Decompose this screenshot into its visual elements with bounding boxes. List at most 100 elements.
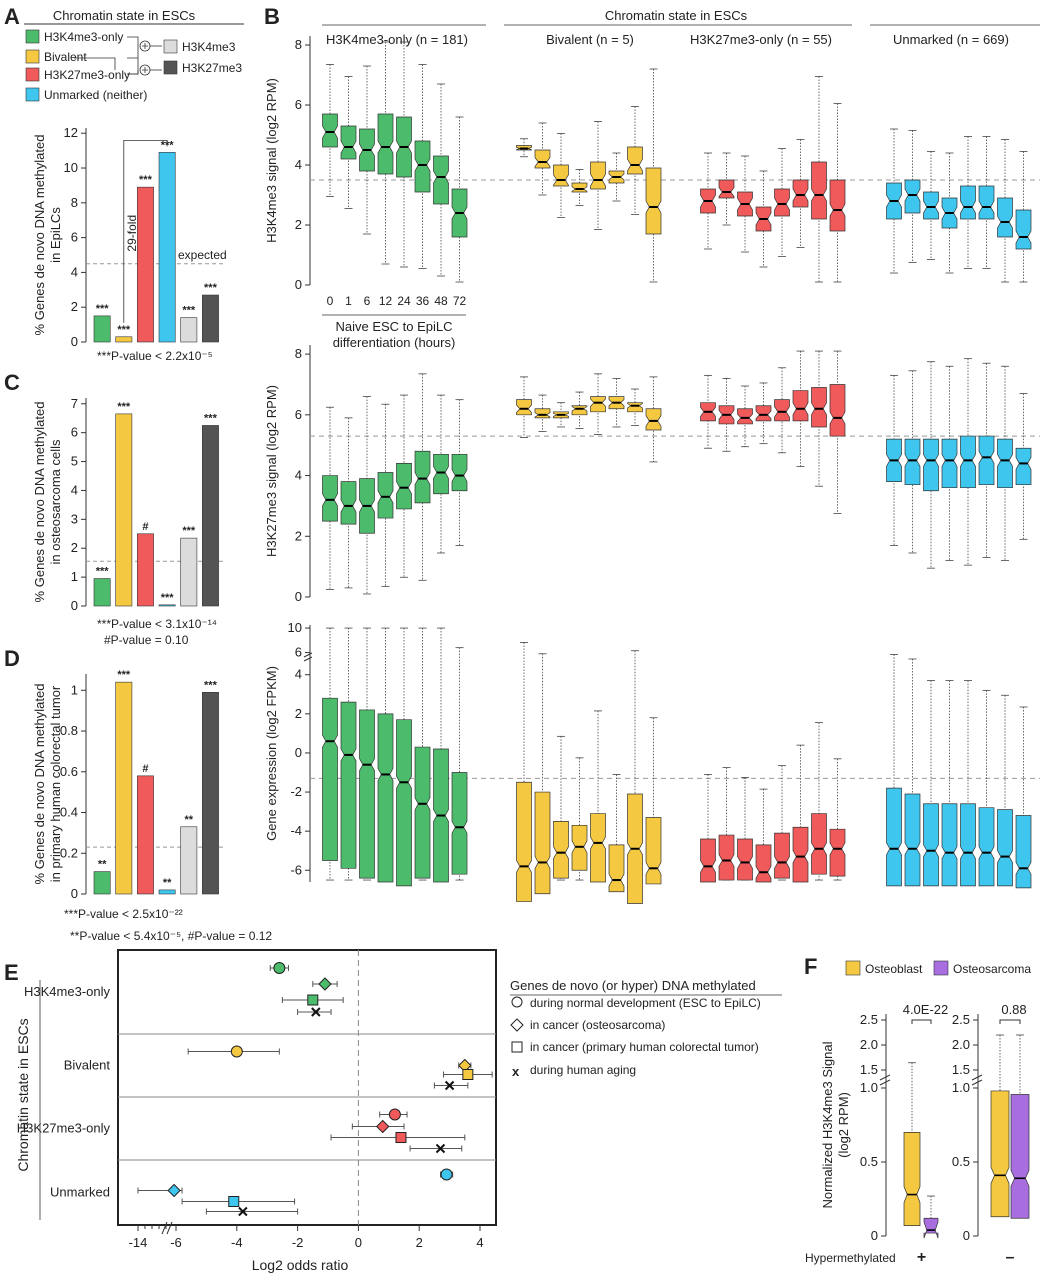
timepoint-label: 36 (416, 294, 430, 308)
box (396, 463, 412, 510)
box (534, 149, 551, 169)
panel-e-forest-plot: H3K4me3-onlyBivalentH3K27me3-onlyUnmarke… (15, 949, 497, 1273)
box (829, 828, 846, 877)
y-axis-label: % Genes de novo DNA methylated (32, 402, 47, 603)
group-label: – (1006, 1249, 1015, 1266)
point-aging (238, 1206, 248, 1217)
box (997, 809, 1013, 887)
box (811, 387, 827, 428)
panel-f-xlabel: Hypermethylated (805, 1251, 896, 1265)
box (904, 179, 921, 214)
y-tick-label: 1.0 (952, 1080, 970, 1095)
legend-swatch-h3k4me3 (163, 39, 178, 54)
legend-label-bivalent: Bivalent (44, 50, 87, 64)
legend-aging: during human aging (530, 1063, 636, 1077)
group-label: + (917, 1249, 926, 1266)
panel-b-x-caption: Naive ESC to EpiLC differentiation (hour… (322, 314, 466, 350)
box (645, 167, 662, 235)
panel-e-legend-title: Genes de novo (or hyper) DNA methylated (510, 978, 756, 993)
y-tick-label: 10 (288, 620, 302, 635)
panel-f-legend: Osteoblast Osteosarcoma (845, 960, 1031, 976)
y-tick-label: 2 (295, 528, 302, 543)
y-tick-label: 4 (295, 468, 302, 483)
box (414, 140, 431, 193)
x-tick-label: 0 (355, 1235, 362, 1250)
panel-e-legend: Genes de novo (or hyper) DNA methylated … (510, 978, 782, 1079)
point-aging (435, 1143, 446, 1154)
legend-osteoblast: Osteoblast (865, 962, 923, 976)
y-tick-label: 12 (64, 125, 78, 140)
point-aging (444, 1080, 455, 1091)
bar (202, 294, 219, 343)
box (534, 408, 551, 419)
point-colorectal (462, 1069, 474, 1080)
y-tick-label: 0 (71, 886, 78, 901)
bar (180, 826, 198, 895)
box (359, 709, 375, 879)
bar (115, 681, 133, 895)
box (627, 402, 643, 413)
y-tick-label: 6 (71, 425, 78, 440)
box (990, 1090, 1010, 1218)
y-tick-label: 8 (295, 346, 302, 361)
bar (93, 315, 111, 343)
box (997, 197, 1013, 238)
bar (137, 186, 154, 343)
expected-label: expected (178, 248, 227, 262)
y-axis-label: % Genes de novo DNA methylated (32, 684, 47, 885)
y-tick-label: 4 (295, 157, 302, 172)
box (377, 472, 394, 519)
point-development (440, 1168, 453, 1181)
box (571, 182, 588, 193)
box (904, 438, 921, 486)
y-tick-label: 1 (71, 569, 78, 584)
y-tick-label: 6 (295, 407, 302, 422)
box (553, 821, 569, 879)
group-label-unmarked: Unmarked (n = 669) (893, 32, 1009, 47)
box (1010, 1094, 1030, 1219)
y-axis-label: in osteosarcoma cells (48, 439, 63, 564)
box (516, 399, 532, 416)
box (322, 475, 338, 522)
box (451, 453, 468, 492)
box (590, 813, 606, 883)
group-label-h3k27me3-only: H3K27me3-only (n = 55) (690, 32, 832, 47)
y-tick-label: 1 (71, 682, 78, 697)
panel-b-header: Chromatin state in ESCs H3K4me3-only (n … (322, 8, 1040, 47)
box (737, 838, 753, 881)
bar (180, 537, 198, 607)
box (433, 453, 449, 495)
y-axis-label: in EpiLCs (48, 207, 63, 263)
box (737, 408, 753, 425)
group-label-bivalent: Bivalent (n = 5) (546, 32, 634, 47)
x-tick-label: 4 (476, 1235, 483, 1250)
bar (202, 425, 219, 607)
box (960, 185, 976, 220)
box (340, 701, 357, 869)
point-osteosarcoma (167, 1183, 181, 1198)
box (903, 1132, 921, 1226)
pvalue-label: 0.88 (1001, 1002, 1026, 1017)
bar (158, 604, 176, 607)
box (829, 384, 846, 437)
significance-label: *** (204, 679, 218, 691)
box (997, 438, 1013, 489)
box (829, 179, 846, 232)
y-tick-label: 2 (71, 540, 78, 555)
legend-osteosarcoma-f: Osteosarcoma (953, 962, 1031, 976)
panel-d-footnote-1: ***P-value < 2.5x10⁻²² (64, 907, 183, 921)
significance-label: ** (163, 877, 172, 889)
plot-frame (117, 949, 497, 1226)
box (1015, 447, 1032, 486)
y-axis-label: in primary human colorectal tumor (48, 685, 63, 882)
box (340, 481, 357, 525)
box (792, 826, 809, 883)
box (904, 793, 921, 887)
box (396, 719, 412, 887)
panel-f-box-plots: 00.51.01.52.02.54.0E-22+00.51.01.52.02.5… (820, 1002, 1030, 1266)
y-axis-label: (log2 RPM) (836, 1092, 851, 1158)
point-development (273, 962, 286, 974)
axis-break (879, 1074, 891, 1086)
panel-d-footnote-2: **P-value < 5.4x10⁻⁵, #P-value = 0.12 (70, 929, 272, 943)
pvalue-label: 4.0E-22 (903, 1002, 949, 1017)
